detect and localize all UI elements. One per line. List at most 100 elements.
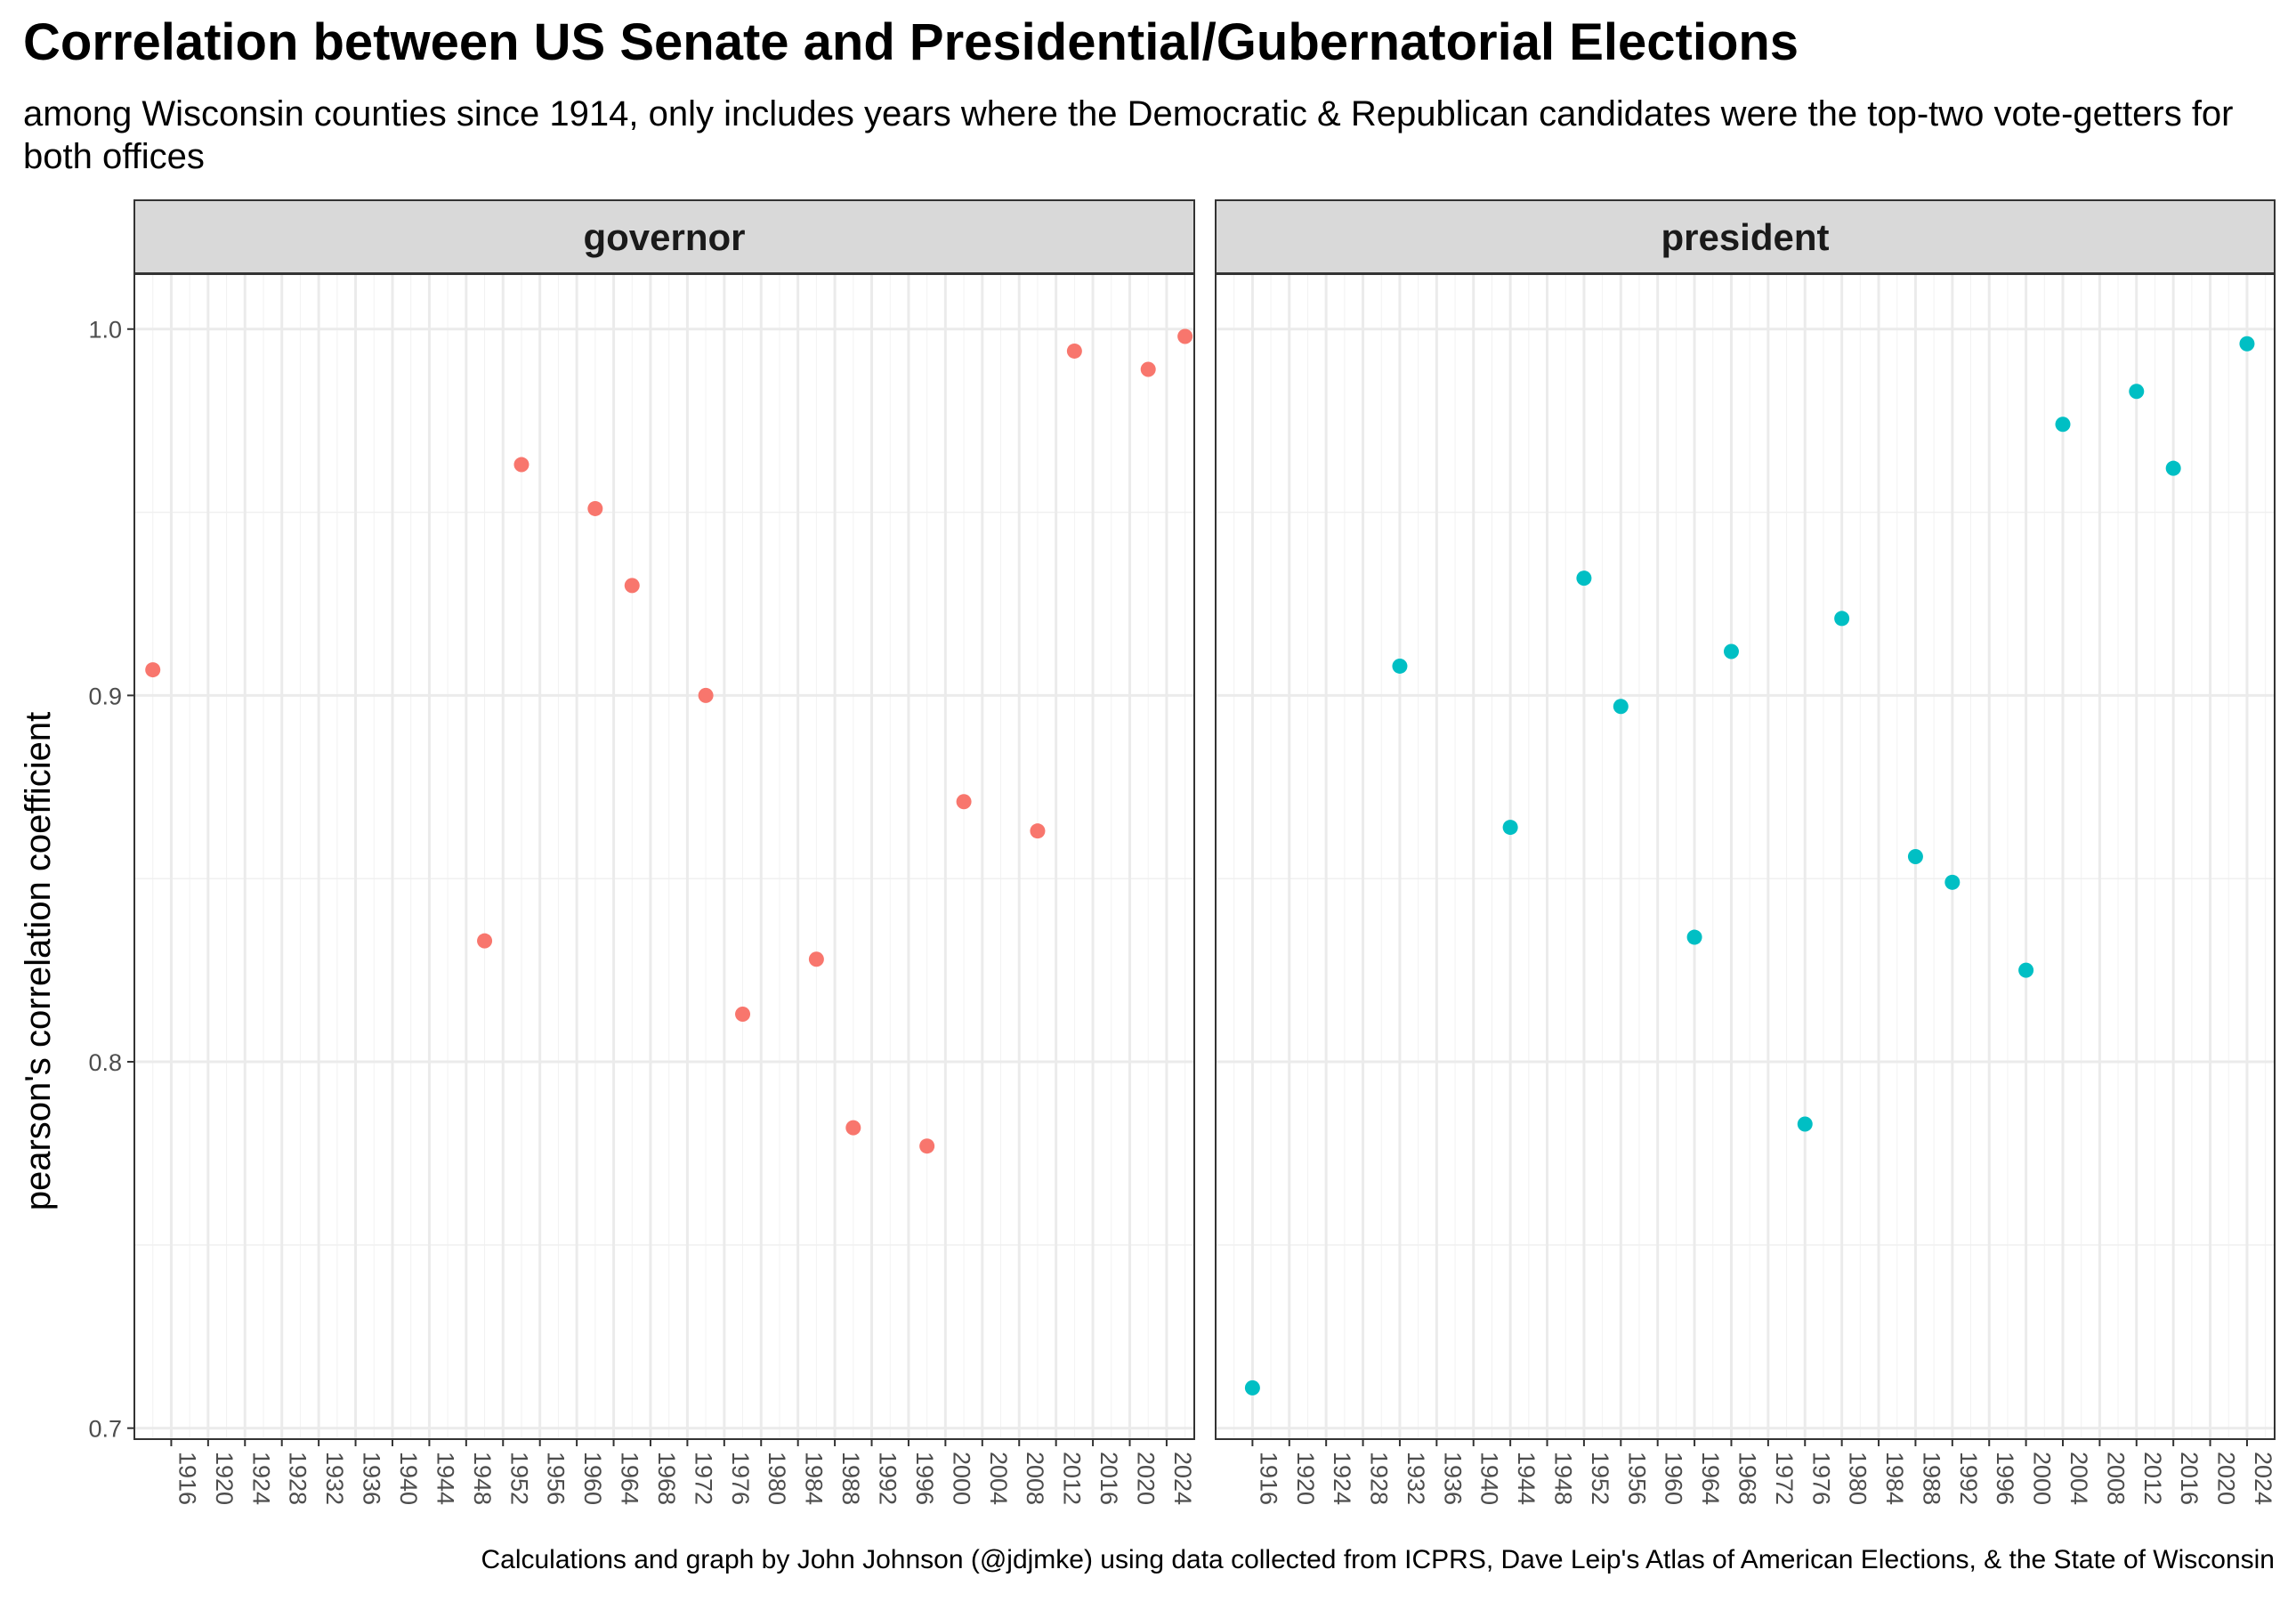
x-tick-label: 2016 — [1095, 1452, 1122, 1505]
x-tick-label: 1940 — [395, 1452, 422, 1505]
data-point-president — [1244, 1380, 1260, 1396]
data-point-president — [1392, 658, 1408, 674]
x-tick-label: 1916 — [174, 1452, 200, 1505]
data-point-president — [2129, 384, 2145, 400]
x-tick-label: 2020 — [1133, 1452, 1160, 1505]
x-tick-label: 1968 — [1734, 1452, 1760, 1505]
x-tick-label: 2008 — [2102, 1452, 2129, 1505]
x-tick-label: 1932 — [321, 1452, 348, 1505]
data-point-governor — [919, 1138, 935, 1154]
x-tick-label: 1980 — [764, 1452, 790, 1505]
data-point-governor — [956, 794, 972, 810]
x-tick-label: 1980 — [1845, 1452, 1872, 1505]
x-tick-label: 1944 — [432, 1452, 458, 1505]
x-tick-label: 1916 — [1255, 1452, 1281, 1505]
x-tick-label: 2000 — [2029, 1452, 2056, 1505]
data-point-president — [1723, 643, 1739, 659]
y-tick-label: 0.9 — [88, 683, 122, 709]
panel-governor: governor 1916 1920 1924 1928 1932 1936 1940 1944… — [133, 199, 1196, 1505]
data-point-governor — [1066, 343, 1082, 359]
data-point-governor — [845, 1120, 861, 1136]
x-tick-label: 1944 — [1513, 1452, 1540, 1505]
data-point-governor — [624, 578, 640, 594]
x-tick-label: 1964 — [617, 1452, 643, 1505]
x-tick-label: 1936 — [359, 1452, 385, 1505]
x-tick-label: 1940 — [1476, 1452, 1503, 1505]
x-tick-label: 1928 — [285, 1452, 311, 1505]
strip-label-governor: governor — [583, 216, 745, 258]
x-tick-label: 2000 — [948, 1452, 974, 1505]
x-tick-label: 1984 — [801, 1452, 828, 1505]
panel-president: president 1916 1920 1924 1928 1932 1936 1940 194… — [1215, 199, 2276, 1505]
data-point-governor — [145, 662, 161, 678]
data-point-president — [1834, 611, 1850, 627]
x-tick-label: 1956 — [1623, 1452, 1650, 1505]
data-point-president — [2165, 460, 2181, 476]
x-tick-label: 1960 — [1661, 1452, 1687, 1505]
x-tick-label: 1992 — [875, 1452, 901, 1505]
data-point-governor — [735, 1007, 751, 1023]
data-point-president — [2018, 962, 2034, 978]
data-point-president — [1907, 849, 1923, 864]
x-tick-label: 1928 — [1366, 1452, 1393, 1505]
x-tick-label: 1964 — [1697, 1452, 1724, 1505]
x-tick-label: 1960 — [579, 1452, 606, 1505]
x-tick-label: 1976 — [1807, 1452, 1834, 1505]
x-tick-label: 1976 — [727, 1452, 754, 1505]
data-point-governor — [1177, 328, 1193, 344]
x-tick-label: 1956 — [543, 1452, 570, 1505]
x-tick-label: 1932 — [1403, 1452, 1429, 1505]
x-tick-label: 1924 — [1329, 1452, 1355, 1505]
data-point-president — [1686, 929, 1702, 945]
data-point-president — [1576, 570, 1592, 587]
x-tick-label: 1984 — [1881, 1452, 1908, 1505]
x-tick-label: 1952 — [1587, 1452, 1613, 1505]
y-axis-title: pearson's correlation coefficient — [19, 712, 58, 1211]
data-point-governor — [1140, 361, 1156, 377]
x-tick-label: 2024 — [2250, 1452, 2276, 1505]
y-tick-label: 0.7 — [88, 1416, 122, 1443]
x-tick-label: 2012 — [2139, 1452, 2166, 1505]
x-tick-label: 2008 — [1022, 1452, 1048, 1505]
strip-background — [1215, 199, 2276, 274]
x-tick-label: 1936 — [1439, 1452, 1466, 1505]
x-tick-label: 1952 — [505, 1452, 532, 1505]
x-tick-label: 1988 — [837, 1452, 864, 1505]
data-point-governor — [513, 457, 530, 473]
x-tick-label: 1948 — [1550, 1452, 1577, 1505]
x-tick-label: 1972 — [1771, 1452, 1798, 1505]
x-tick-label: 2012 — [1059, 1452, 1086, 1505]
x-tick-label: 2004 — [985, 1452, 1012, 1505]
x-tick-label: 1996 — [1992, 1452, 2018, 1505]
x-tick-label: 1920 — [211, 1452, 238, 1505]
x-tick-label: 1948 — [469, 1452, 496, 1505]
x-tick-label: 2016 — [2176, 1452, 2203, 1505]
x-tick-label: 1988 — [1918, 1452, 1944, 1505]
x-tick-label: 1968 — [653, 1452, 680, 1505]
data-point-governor — [477, 933, 493, 949]
panel-background — [1216, 274, 2275, 1439]
strip-label-president: president — [1661, 216, 1829, 258]
x-tick-label: 1972 — [690, 1452, 716, 1505]
y-tick-label: 1.0 — [88, 317, 122, 344]
x-tick-label: 2024 — [1169, 1452, 1196, 1505]
data-point-governor — [808, 951, 824, 967]
data-point-president — [1613, 699, 1629, 715]
data-point-president — [1797, 1116, 1813, 1132]
chart-title: Correlation between US Senate and Presid… — [23, 13, 1799, 71]
data-point-president — [1944, 874, 1960, 890]
chart-caption: Calculations and graph by John Johnson (… — [481, 1545, 2275, 1574]
data-point-governor — [698, 687, 714, 703]
x-tick-label: 1996 — [911, 1452, 938, 1505]
x-tick-label: 1992 — [1955, 1452, 1982, 1505]
y-tick-label: 0.8 — [88, 1049, 122, 1076]
x-tick-label: 2020 — [2213, 1452, 2240, 1505]
x-tick-label: 2004 — [2066, 1452, 2092, 1505]
data-point-governor — [1030, 823, 1046, 839]
data-point-president — [2055, 417, 2071, 433]
x-tick-label: 1924 — [247, 1452, 274, 1505]
data-point-president — [2239, 336, 2255, 352]
data-point-president — [1502, 820, 1518, 836]
data-point-governor — [587, 500, 603, 516]
